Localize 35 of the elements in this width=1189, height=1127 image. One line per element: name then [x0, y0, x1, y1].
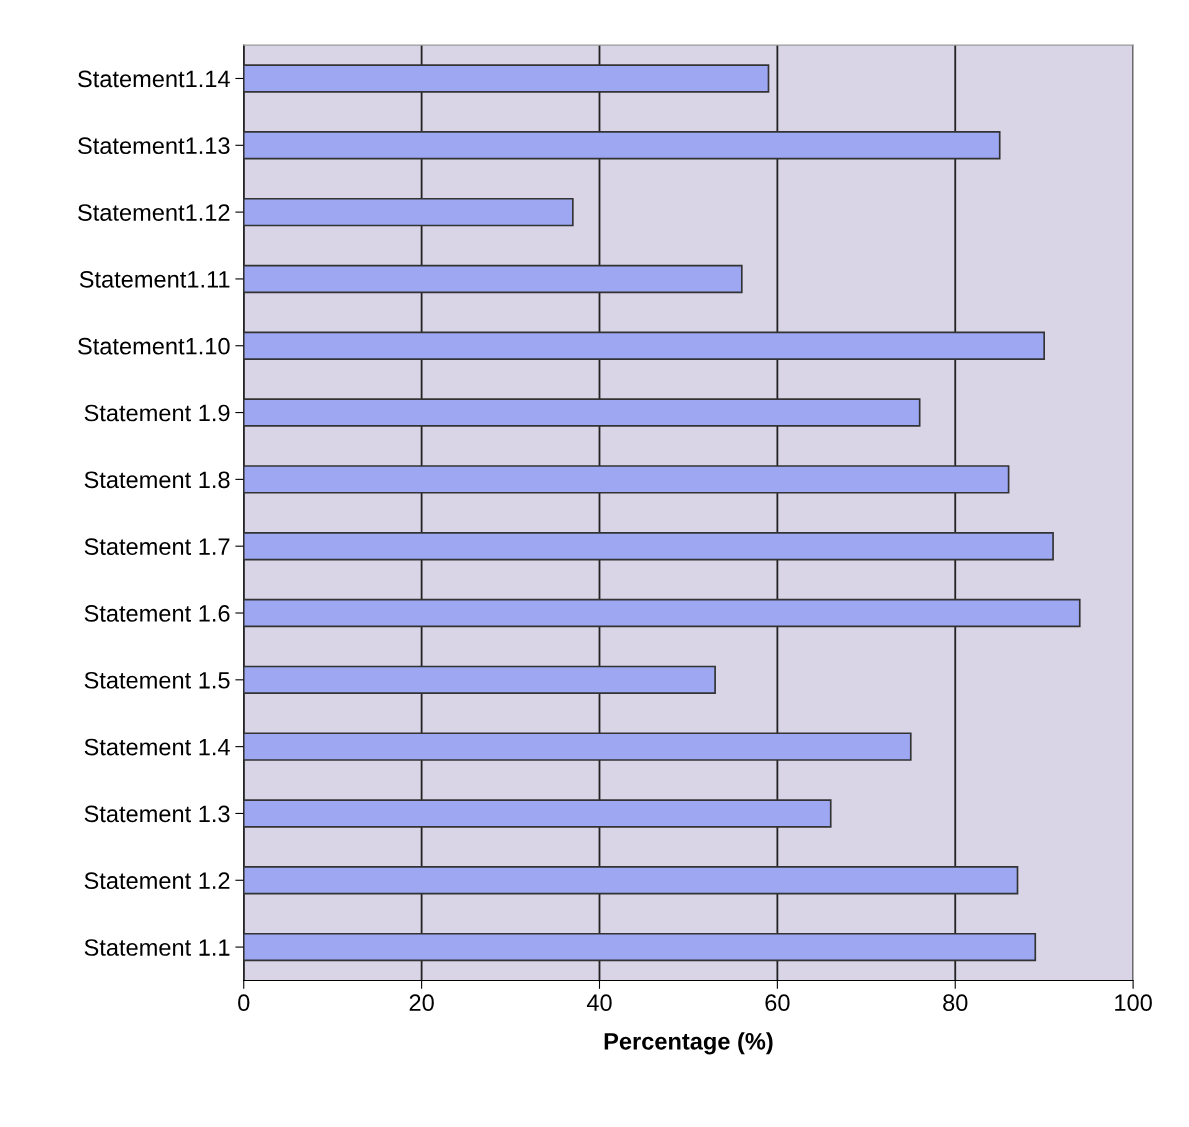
- bar: [243, 598, 1081, 628]
- bar: [243, 732, 912, 761]
- y-tick-label: Statement 1.9: [84, 404, 230, 422]
- bar: [243, 264, 743, 294]
- bar: [243, 932, 1037, 962]
- bar: [243, 799, 832, 828]
- x-tick-label: 40: [586, 994, 612, 1012]
- x-tick-label: 20: [409, 994, 434, 1012]
- bar: [243, 665, 716, 695]
- bar: [243, 331, 1046, 360]
- bar: [243, 197, 574, 227]
- y-tick-label: Statement 1.4: [84, 738, 230, 756]
- x-axis-title: Percentage (%): [604, 1032, 773, 1055]
- x-tick-label: 100: [1115, 994, 1152, 1012]
- bar: [243, 465, 1010, 494]
- y-tick-label: Statement1.10: [78, 337, 230, 355]
- y-tick-label: Statement 1.2: [84, 872, 230, 890]
- x-tick-label: 0: [238, 994, 250, 1012]
- y-tick-label: Statement 1.7: [84, 538, 230, 555]
- bar: [243, 866, 1019, 895]
- y-tick-label: Statement1.11: [79, 271, 230, 288]
- bar: [243, 131, 1001, 160]
- y-tick-label: Statement 1.6: [84, 605, 230, 622]
- bar: [243, 531, 1054, 561]
- y-tick-label: Statement 1.5: [84, 671, 230, 689]
- x-tick-label: 60: [765, 994, 790, 1012]
- y-tick-label: Statement 1.8: [84, 471, 230, 489]
- y-tick-label: Statement1.14: [78, 70, 230, 88]
- y-tick-label: Statement 1.3: [84, 805, 230, 823]
- y-tick-label: Statement 1.1: [84, 939, 230, 956]
- y-tick-label: Statement1.12: [78, 204, 230, 221]
- bar: [243, 64, 770, 93]
- bar: [243, 398, 921, 427]
- x-tick-label: 80: [943, 994, 968, 1012]
- y-tick-label: Statement1.13: [78, 137, 230, 155]
